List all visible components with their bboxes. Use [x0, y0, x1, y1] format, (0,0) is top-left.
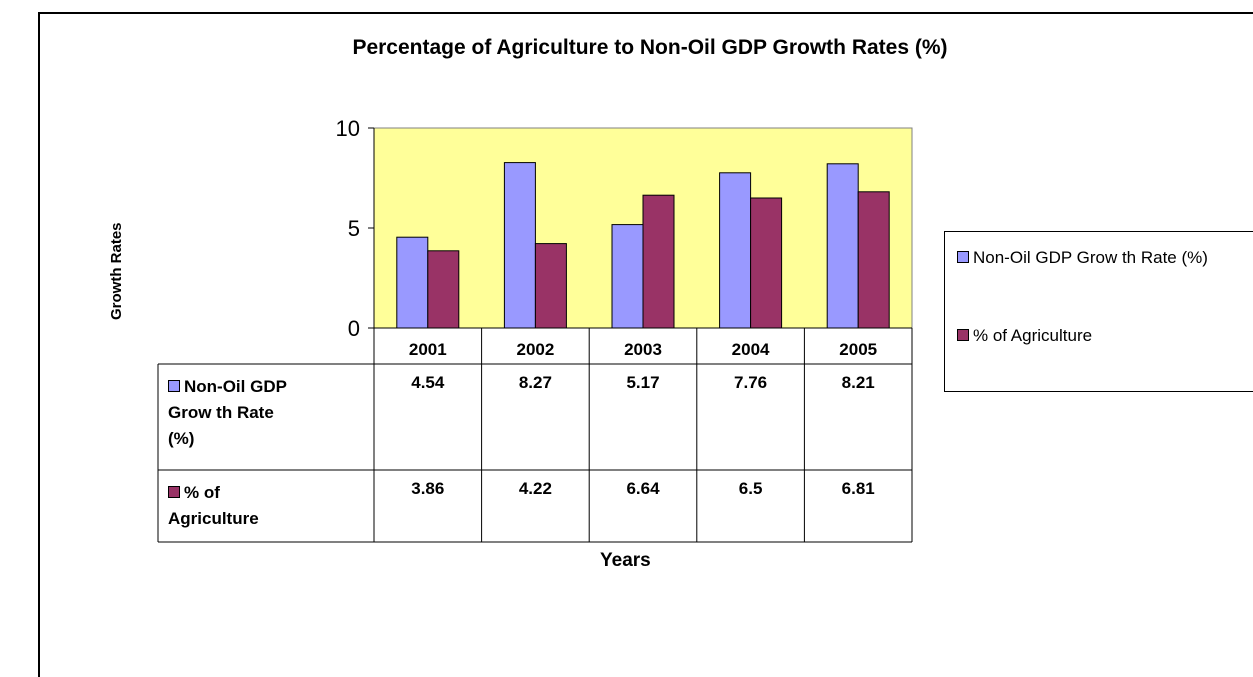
table-header-2002: 2002: [516, 340, 554, 359]
chart-frame: [38, 12, 1253, 677]
bar-series-1-2004: [750, 197, 783, 329]
table-label-series-0-line-2: (%): [168, 429, 195, 448]
table-header-2004: 2004: [732, 340, 770, 359]
table-cell-series-0-2004: 7.76: [734, 373, 767, 392]
y-tick-label-2: 10: [336, 116, 360, 141]
legend-swatch-series-0: [957, 251, 969, 263]
bar-series-1-2003: [642, 194, 675, 329]
legend-swatch-series-1: [957, 329, 969, 341]
bar-series-0-2003: [611, 224, 644, 329]
table-cell-series-1-2005: 6.81: [842, 479, 875, 498]
legend-label-series-0: Non-Oil GDP Grow th Rate (%): [973, 248, 1208, 267]
table-header-2003: 2003: [624, 340, 662, 359]
table-label-series-0-line-1: Grow th Rate: [168, 403, 274, 422]
table-header-2005: 2005: [839, 340, 877, 359]
table-row-label-series-0: Non-Oil GDP Grow th Rate (%): [168, 374, 287, 452]
table-cell-series-1-2004: 6.5: [739, 479, 763, 498]
table-label-series-1-line-0: % of: [184, 483, 220, 502]
table-label-series-0-line-0: Non-Oil GDP: [184, 377, 287, 396]
chart-title: Percentage of Agriculture to Non-Oil GDP…: [352, 36, 948, 59]
bar-series-1-2002: [534, 243, 567, 329]
table-cell-series-0-2005: 8.21: [842, 373, 875, 392]
table-swatch-series-1: [168, 486, 180, 498]
table-cell-series-1-2003: 6.64: [626, 479, 660, 498]
bar-series-0-2005: [826, 163, 859, 329]
y-tick-label-0: 0: [348, 316, 360, 341]
table-row-label-series-1: % of Agriculture: [168, 480, 259, 532]
legend-item-series-1: % of Agriculture: [957, 324, 1253, 347]
table-header-2001: 2001: [409, 340, 447, 359]
bar-series-1-2001: [427, 250, 460, 329]
table-label-series-1-line-1: Agriculture: [168, 509, 259, 528]
table-cell-series-0-2002: 8.27: [519, 373, 552, 392]
x-axis-label: Years: [600, 550, 651, 571]
bar-series-0-2002: [503, 162, 536, 329]
bar-series-1-2005: [857, 191, 890, 329]
table-cell-series-0-2001: 4.54: [411, 373, 445, 392]
table-cell-series-0-2003: 5.17: [626, 373, 659, 392]
legend-label-series-1: % of Agriculture: [973, 326, 1093, 345]
table-swatch-series-0: [168, 380, 180, 392]
legend-item-series-0: Non-Oil GDP Grow th Rate (%): [957, 246, 1253, 269]
table-cell-series-1-2001: 3.86: [411, 479, 444, 498]
y-tick-label-1: 5: [348, 216, 360, 241]
chart-legend: Non-Oil GDP Grow th Rate (%) % of Agricu…: [944, 231, 1253, 392]
bar-series-0-2001: [396, 236, 429, 329]
bar-series-0-2004: [719, 172, 752, 329]
table-cell-series-1-2002: 4.22: [519, 479, 552, 498]
